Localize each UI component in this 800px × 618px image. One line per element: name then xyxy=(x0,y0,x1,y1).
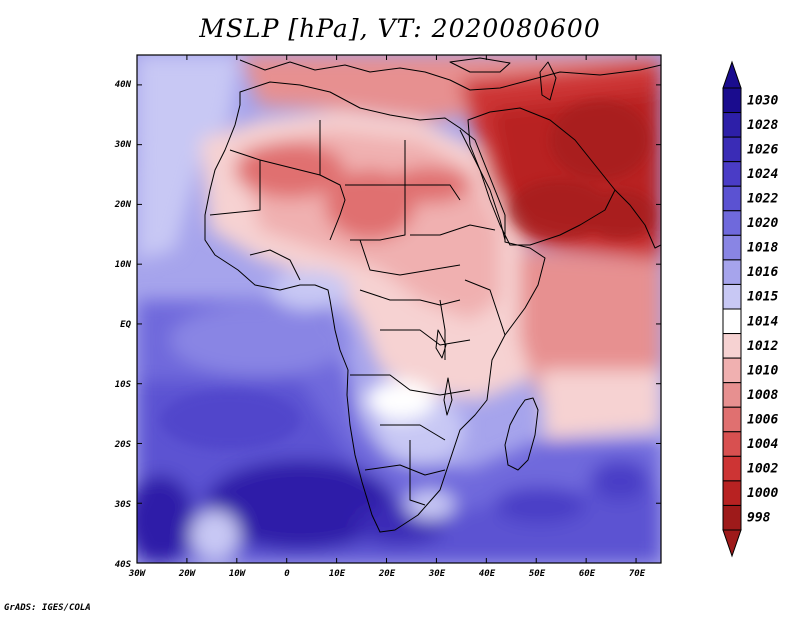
colorbar-swatch xyxy=(722,431,742,457)
colorbar-label: 998 xyxy=(747,511,771,526)
colorbar-label: 1012 xyxy=(747,339,778,354)
x-axis-labels: 30W 20W 10W 0 10E 20E 30E 40E 50E 60E 70… xyxy=(128,569,646,579)
y-tick-label: 30N xyxy=(114,140,132,150)
colorbar-swatch xyxy=(722,136,742,163)
tick-marks xyxy=(136,55,661,564)
x-tick-label: 0 xyxy=(284,569,290,579)
y-tick-label: 30S xyxy=(114,500,132,510)
colorbar-label: 1004 xyxy=(747,437,778,452)
colorbar-label: 1022 xyxy=(747,192,778,207)
y-tick-label: 10N xyxy=(115,260,132,270)
colorbar-swatch xyxy=(722,161,742,187)
colorbar-swatch xyxy=(722,87,742,114)
grads-credit: GrADS: IGES/COLA xyxy=(4,603,91,613)
y-tick-label: EQ xyxy=(120,320,131,330)
colorbar-swatch xyxy=(722,185,742,212)
colorbar-swatch xyxy=(722,112,742,138)
colorbar-label: 1024 xyxy=(747,167,778,182)
coastlines xyxy=(204,57,661,533)
x-tick-label: 20W xyxy=(178,569,197,579)
colorbar-label: 1014 xyxy=(747,314,778,329)
colorbar-swatch xyxy=(722,504,742,531)
colorbar: 1030 1028 1026 1024 1022 1020 1018 1016 1015 1014… xyxy=(722,60,778,558)
colorbar-label: 1028 xyxy=(747,118,778,133)
colorbar-label: 1030 xyxy=(747,93,778,108)
colorbar-swatch xyxy=(722,406,742,433)
colorbar-label: 1008 xyxy=(747,388,778,403)
y-tick-label: 40S xyxy=(115,560,132,570)
colorbar-swatch xyxy=(722,283,742,310)
colorbar-swatch xyxy=(722,333,742,359)
x-tick-label: 30E xyxy=(428,569,446,579)
colorbar-swatch xyxy=(722,455,742,482)
colorbar-label: 1026 xyxy=(747,142,778,157)
x-tick-label: 20E xyxy=(378,569,396,579)
colorbar-max-arrow xyxy=(722,60,742,89)
colorbar-label: 1010 xyxy=(747,363,778,378)
map-frame xyxy=(136,54,662,564)
y-tick-label: 40N xyxy=(115,80,132,90)
colorbar-label: 1016 xyxy=(747,265,778,280)
pressure-field xyxy=(137,55,661,563)
colorbar-min-arrow xyxy=(722,529,742,558)
colorbar-swatch xyxy=(722,210,742,236)
map-title: MSLP [hPa], VT: 2020080600 xyxy=(199,14,601,43)
x-tick-label: 60E xyxy=(579,569,596,579)
x-tick-label: 50E xyxy=(529,569,546,579)
colorbar-swatch xyxy=(722,480,742,506)
colorbar-label: 1018 xyxy=(747,241,778,256)
x-tick-label: 10E xyxy=(329,569,346,579)
colorbar-label: 1006 xyxy=(747,413,778,428)
y-tick-label: 20N xyxy=(114,200,132,210)
colorbar-swatch xyxy=(722,357,742,384)
y-tick-label: 20S xyxy=(114,440,132,450)
x-tick-label: 70E xyxy=(629,569,646,579)
x-tick-label: 10W xyxy=(229,569,247,579)
colorbar-label: 1015 xyxy=(747,290,778,305)
colorbar-swatch xyxy=(722,259,742,285)
colorbar-label: 1020 xyxy=(747,216,778,231)
colorbar-swatch xyxy=(722,308,742,335)
x-tick-label: 30W xyxy=(128,569,147,579)
colorbar-label: 1000 xyxy=(747,486,778,501)
y-tick-label: 10S xyxy=(115,380,132,390)
colorbar-swatch xyxy=(722,234,742,261)
y-axis-labels: 40N 30N 20N 10N EQ 10S 20S 30S 40S xyxy=(114,80,132,570)
x-tick-label: 40E xyxy=(479,569,496,579)
colorbar-swatch xyxy=(722,382,742,408)
colorbar-label: 1002 xyxy=(747,462,778,477)
